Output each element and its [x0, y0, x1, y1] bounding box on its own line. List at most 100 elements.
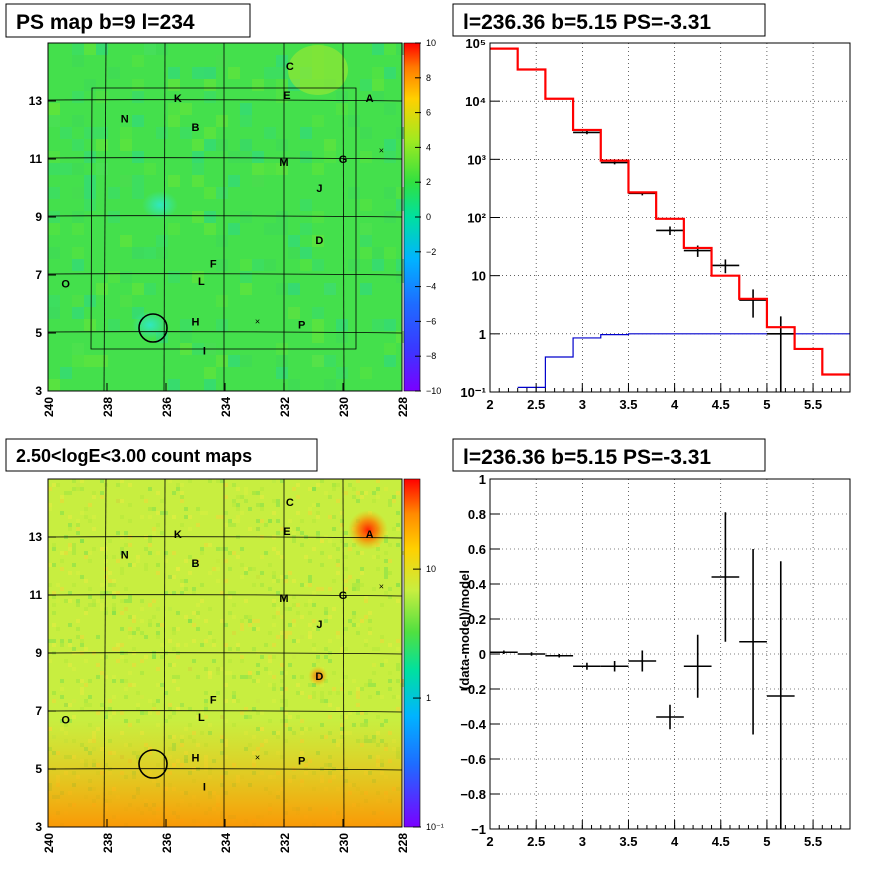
map-pixel [356, 579, 360, 583]
map-pixel [360, 127, 372, 139]
map-pixel [100, 655, 104, 659]
map-pixel [72, 259, 84, 271]
map-pixel [280, 575, 284, 579]
map-pixel [156, 699, 160, 703]
map-pixel [372, 683, 376, 687]
map-pixel [316, 627, 320, 631]
map-pixel [348, 711, 352, 715]
source-label-o: O [61, 279, 70, 291]
ps-map-y-axis: 3 5 7 9 11 13 [29, 94, 56, 398]
map-pixel [48, 379, 60, 391]
map-pixel [116, 483, 120, 487]
map-pixel [64, 659, 68, 663]
map-pixel [176, 655, 180, 659]
colorbar-tick-label: 8 [426, 73, 431, 83]
map-pixel [120, 235, 132, 247]
map-pixel [272, 643, 276, 647]
map-pixel [288, 235, 300, 247]
map-pixel [316, 511, 320, 515]
map-pixel [236, 519, 240, 523]
map-pixel [296, 611, 300, 615]
map-pixel [216, 259, 228, 271]
map-pixel [88, 695, 92, 699]
map-pixel [172, 575, 176, 579]
map-pixel [148, 551, 152, 555]
map-pixel [132, 175, 144, 187]
map-pixel [312, 235, 324, 247]
map-pixel [84, 507, 88, 511]
map-pixel [212, 567, 216, 571]
map-pixel [244, 499, 248, 503]
source-label-p: P [298, 319, 305, 331]
map-pixel [124, 551, 128, 555]
map-pixel [100, 491, 104, 495]
map-pixel [184, 643, 188, 647]
map-pixel [168, 479, 172, 483]
y-tick-label: 11 [29, 588, 42, 602]
map-pixel [68, 643, 72, 647]
map-pixel [228, 355, 240, 367]
map-pixel [148, 603, 152, 607]
map-pixel [68, 527, 72, 531]
map-pixel [388, 595, 392, 599]
map-pixel [84, 551, 88, 555]
y-tick-label: 1 [479, 327, 486, 342]
map-pixel [48, 151, 60, 163]
map-pixel [204, 667, 208, 671]
map-pixel [196, 615, 200, 619]
map-pixel [272, 603, 276, 607]
map-pixel [68, 623, 72, 627]
x-tick-label: 5.5 [804, 834, 822, 849]
map-pixel [168, 715, 172, 719]
map-pixel [96, 663, 100, 667]
map-pixel [80, 691, 84, 695]
map-pixel [84, 355, 96, 367]
map-pixel [156, 247, 168, 259]
map-pixel [296, 683, 300, 687]
map-pixel [188, 555, 192, 559]
map-pixel [220, 479, 224, 483]
map-pixel [184, 559, 188, 563]
map-pixel [344, 567, 348, 571]
y-tick-label: 0.6 [468, 542, 486, 557]
map-pixel [156, 511, 160, 515]
map-pixel [320, 479, 324, 483]
map-pixel [228, 151, 240, 163]
ps-map-title: PS map b=9 l=234 [16, 11, 195, 34]
map-pixel [224, 523, 228, 527]
count-map-colorbar-ticks: 10 1 10⁻¹ [413, 564, 444, 832]
map-pixel [336, 707, 340, 711]
map-pixel [228, 611, 232, 615]
map-pixel [168, 103, 180, 115]
map-pixel [76, 523, 80, 527]
map-pixel [84, 607, 88, 611]
map-pixel [76, 531, 80, 535]
map-pixel [276, 163, 288, 175]
map-pixel [172, 591, 176, 595]
map-pixel [300, 151, 312, 163]
map-pixel [280, 687, 284, 691]
map-pixel [300, 199, 312, 211]
map-pixel [180, 319, 192, 331]
map-pixel [180, 103, 192, 115]
map-pixel [240, 271, 252, 283]
map-pixel [388, 559, 392, 563]
map-pixel [332, 687, 336, 691]
map-pixel [84, 79, 96, 91]
map-pixel [60, 495, 64, 499]
map-pixel [396, 583, 400, 587]
map-pixel [156, 523, 160, 527]
map-pixel [84, 703, 88, 707]
map-pixel [120, 567, 124, 571]
colorbar-tick-label: 4 [426, 142, 431, 152]
map-pixel [360, 583, 364, 587]
map-pixel [104, 707, 108, 711]
map-pixel [216, 235, 228, 247]
map-pixel [60, 163, 72, 175]
map-pixel [376, 479, 380, 483]
map-pixel [252, 79, 264, 91]
map-pixel [320, 563, 324, 567]
source-cross-marker: × [379, 581, 384, 591]
map-pixel [192, 175, 204, 187]
map-pixel [116, 659, 120, 663]
